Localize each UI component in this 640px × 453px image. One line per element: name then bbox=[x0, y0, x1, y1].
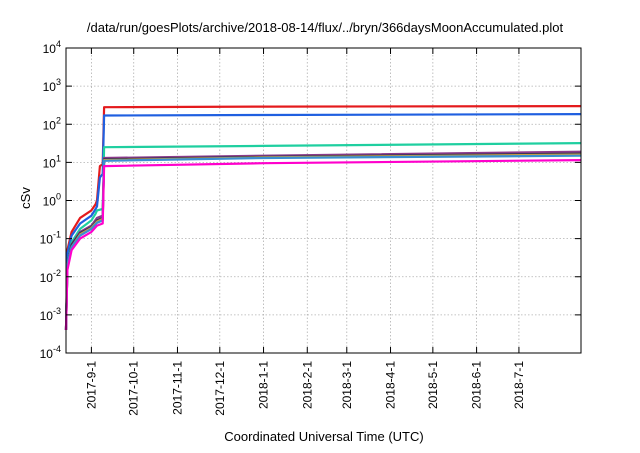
series-line bbox=[64, 159, 582, 331]
x-tick-label: 2018-2-1 bbox=[300, 361, 314, 409]
y-tick-label: 10-3 bbox=[40, 306, 61, 323]
y-tick-label: 104 bbox=[43, 39, 61, 56]
y-tick-label: 10-1 bbox=[40, 230, 61, 247]
y-tick-label: 101 bbox=[43, 153, 61, 170]
ticks: 10-4 10-3 10-2 10-1 100 101 102 103 104 2017-9-1 2… bbox=[40, 39, 581, 416]
y-tick-label: 102 bbox=[43, 115, 61, 132]
y-tick-label: 100 bbox=[43, 192, 61, 209]
series-line bbox=[64, 142, 582, 331]
y-axis-label: cSv bbox=[18, 187, 33, 209]
x-tick-label: 2017-11-1 bbox=[170, 361, 184, 415]
x-tick-label: 2017-12-1 bbox=[213, 361, 227, 416]
x-tick-label: 2018-5-1 bbox=[426, 361, 440, 409]
grid bbox=[66, 48, 581, 353]
series-line bbox=[64, 154, 582, 331]
x-tick-label: 2018-4-1 bbox=[384, 361, 398, 409]
series-line bbox=[64, 153, 582, 331]
x-tick-label: 2017-9-1 bbox=[84, 361, 98, 409]
x-tick-label: 2018-1-1 bbox=[257, 361, 271, 409]
y-tick-label: 10-4 bbox=[40, 344, 61, 361]
y-tick-label: 10-2 bbox=[40, 268, 61, 285]
chart-title: /data/run/goesPlots/archive/2018-08-14/f… bbox=[87, 20, 564, 35]
x-tick-label: 2018-7-1 bbox=[512, 361, 526, 409]
x-axis-label: Coordinated Universal Time (UTC) bbox=[224, 429, 423, 444]
x-tick-label: 2018-6-1 bbox=[470, 361, 484, 409]
x-tick-label: 2017-10-1 bbox=[127, 361, 141, 416]
series-line bbox=[64, 105, 582, 331]
series-line bbox=[64, 150, 582, 331]
series-group bbox=[64, 105, 582, 331]
y-tick-label: 103 bbox=[43, 77, 61, 94]
series-line bbox=[64, 152, 582, 331]
x-tick-label: 2018-3-1 bbox=[340, 361, 354, 409]
